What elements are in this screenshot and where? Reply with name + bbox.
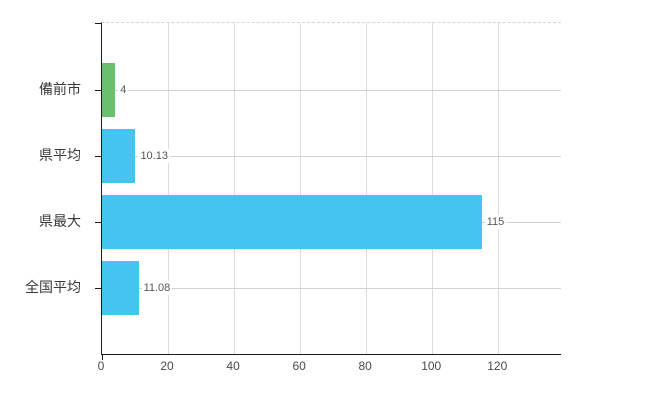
vertical-gridline (432, 23, 434, 354)
y-axis-top-tick (95, 23, 101, 24)
y-axis-tick (95, 89, 101, 91)
x-tick-label: 0 (97, 359, 105, 373)
x-tick-label: 60 (292, 359, 306, 373)
bar-item (102, 260, 139, 315)
bar-value-label: 10.13 (138, 148, 170, 163)
vertical-gridline (234, 23, 236, 354)
y-axis-labels: 備前市県平均県最大全国平均 (0, 22, 91, 353)
x-tick-label: 120 (487, 359, 508, 373)
bar-value-label: 4 (118, 82, 129, 97)
plot-area: 4 10.13 115 11.08 (95, 22, 561, 360)
row-gridline (102, 89, 561, 91)
x-tick-label: 20 (160, 359, 174, 373)
vertical-gridline (498, 23, 500, 354)
y-axis-tick (95, 221, 101, 223)
category-label: 県最大 (39, 212, 81, 229)
vertical-gridline (168, 23, 170, 354)
bar-highlight (102, 62, 116, 117)
x-tick-label: 80 (358, 359, 372, 373)
row-gridline (102, 155, 561, 157)
category-label: 全国平均 (25, 278, 81, 295)
x-axis-labels: 0 20 40 60 80 100 120 (97, 359, 560, 379)
x-tick-label: 100 (421, 359, 442, 373)
row-gridline (102, 287, 561, 289)
x-tick-label: 40 (226, 359, 240, 373)
vertical-gridline (366, 23, 368, 354)
y-axis-tick (95, 287, 101, 289)
bar-value-label: 11.08 (141, 280, 173, 295)
bar-item (102, 128, 136, 183)
category-label: 備前市 (39, 80, 81, 97)
bar-item (102, 194, 482, 249)
x-axis-zero-tick (102, 355, 103, 360)
vertical-gridline (300, 23, 302, 354)
bar-value-label: 115 (484, 214, 507, 229)
category-label: 県平均 (39, 146, 81, 163)
y-axis-tick (95, 155, 101, 157)
